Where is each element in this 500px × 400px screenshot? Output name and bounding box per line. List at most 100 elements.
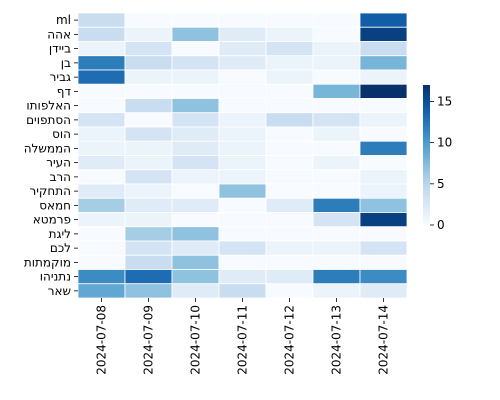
heatmap-cell <box>265 69 314 85</box>
heatmap-cell <box>124 269 173 285</box>
heatmap-cell <box>77 69 126 85</box>
heatmap-cell <box>77 83 126 99</box>
heatmap-cell <box>265 112 314 128</box>
heatmap-cell <box>124 140 173 156</box>
heatmap-cell <box>312 169 361 185</box>
heatmap-cell <box>359 155 408 171</box>
x-tick-label: 2024-07-10 <box>189 305 203 375</box>
heatmap-cell <box>171 240 220 256</box>
heatmap-cell <box>218 269 267 285</box>
y-tick-label: האלפותו <box>26 99 71 113</box>
heatmap-cell <box>265 283 314 299</box>
heatmap-cell <box>124 69 173 85</box>
heatmap-cell <box>312 197 361 213</box>
x-tick-label: 2024-07-11 <box>236 305 250 375</box>
heatmap-cell <box>171 83 220 99</box>
heatmap-cell <box>359 197 408 213</box>
heatmap-cell <box>359 26 408 42</box>
heatmap-cell <box>218 254 267 270</box>
y-tick-label: הוס <box>52 127 71 141</box>
heatmap-cell <box>265 83 314 99</box>
heatmap-cell <box>171 112 220 128</box>
heatmap-cell <box>359 269 408 285</box>
heatmap-cell <box>218 212 267 228</box>
heatmap-cell <box>77 212 126 228</box>
heatmap-cell <box>171 283 220 299</box>
heatmap-cell <box>77 240 126 256</box>
heatmap-cell <box>359 140 408 156</box>
heatmap-cell <box>77 55 126 71</box>
heatmap-cell <box>265 212 314 228</box>
heatmap-cell <box>171 269 220 285</box>
heatmap-cells <box>77 12 408 299</box>
x-tick-label: 2024-07-09 <box>142 305 156 375</box>
y-tick-label: נתניהו <box>40 270 71 284</box>
y-tick-label: ביידן <box>49 42 71 56</box>
heatmap-cell <box>124 12 173 28</box>
heatmap-cell <box>77 283 126 299</box>
heatmap-cell <box>359 283 408 299</box>
heatmap-cell <box>359 240 408 256</box>
colorbar-tick-label: 15 <box>437 94 452 108</box>
colorbar-tick-label: 5 <box>437 177 445 191</box>
heatmap-cell <box>124 126 173 142</box>
heatmap-cell <box>171 41 220 57</box>
heatmap-cell <box>359 41 408 57</box>
heatmap-cell <box>77 226 126 242</box>
heatmap-cell <box>171 226 220 242</box>
heatmap-cell <box>218 126 267 142</box>
heatmap-cell <box>218 41 267 57</box>
heatmap-cell <box>359 212 408 228</box>
heatmap-cell <box>77 197 126 213</box>
heatmap-cell <box>171 126 220 142</box>
heatmap-cell <box>77 183 126 199</box>
heatmap-cell <box>171 26 220 42</box>
heatmap-cell <box>312 183 361 199</box>
x-tick-label: 2024-07-14 <box>377 305 391 375</box>
heatmap-cell <box>312 83 361 99</box>
heatmap-cell <box>124 212 173 228</box>
heatmap-cell <box>171 169 220 185</box>
heatmap-cell <box>312 126 361 142</box>
heatmap-cell <box>77 140 126 156</box>
heatmap-cell <box>218 155 267 171</box>
heatmap-cell <box>77 169 126 185</box>
y-tick-label: לכם <box>50 241 71 255</box>
heatmap-cell <box>265 226 314 242</box>
colorbar-tick-label: 10 <box>437 136 452 150</box>
heatmap-cell <box>124 169 173 185</box>
heatmap-cell <box>124 283 173 299</box>
heatmap-cell <box>171 212 220 228</box>
heatmap-cell <box>124 155 173 171</box>
heatmap-cell <box>312 140 361 156</box>
heatmap-cell <box>124 240 173 256</box>
y-tick-label: ליגת <box>49 227 71 241</box>
y-tick-label: גביר <box>50 70 71 84</box>
x-tick-label: 2024-07-12 <box>283 305 297 375</box>
heatmap-cell <box>218 183 267 199</box>
y-tick-label: דף <box>57 84 72 98</box>
heatmap-cell <box>312 226 361 242</box>
heatmap-cell <box>359 183 408 199</box>
heatmap-cell <box>312 12 361 28</box>
heatmap-cell <box>124 112 173 128</box>
heatmap-cell <box>359 69 408 85</box>
heatmap-cell <box>171 140 220 156</box>
heatmap-cell <box>265 12 314 28</box>
heatmap-cell <box>265 254 314 270</box>
heatmap-cell <box>218 83 267 99</box>
heatmap-cell <box>124 226 173 242</box>
heatmap-cell <box>124 183 173 199</box>
heatmap-cell <box>124 197 173 213</box>
y-tick-label: הסתפוים <box>26 113 71 127</box>
heatmap-cell <box>77 112 126 128</box>
y-tick-label: הממשלה <box>24 141 71 155</box>
heatmap-cell <box>265 240 314 256</box>
heatmap-cell <box>312 254 361 270</box>
x-tick-label: 2024-07-08 <box>95 305 109 375</box>
heatmap-cell <box>171 254 220 270</box>
heatmap-cell <box>265 155 314 171</box>
heatmap-cell <box>124 41 173 57</box>
heatmap-cell <box>359 254 408 270</box>
y-tick-label: ml <box>56 13 71 27</box>
